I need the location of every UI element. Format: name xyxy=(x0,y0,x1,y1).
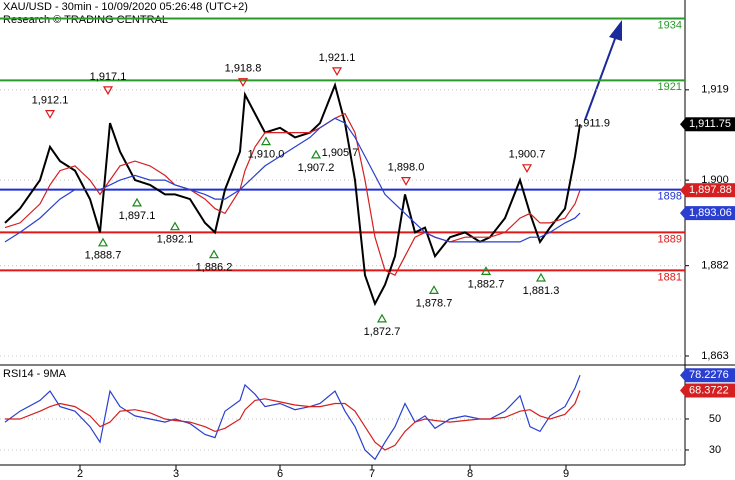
projection-arrowhead xyxy=(609,20,622,41)
high-label: 1,921.1 xyxy=(319,52,356,64)
last-value-pointer xyxy=(680,183,686,198)
level-label: 1934 xyxy=(658,19,682,31)
low-label: 1,897.1 xyxy=(119,210,156,222)
last-value-label: 1,911.75 xyxy=(689,118,731,130)
x-tick-label: 8 xyxy=(467,468,473,480)
x-tick-label: 9 xyxy=(563,468,569,480)
low-marker xyxy=(169,221,181,231)
high-label: 1,898.0 xyxy=(388,162,425,174)
last-value-pointer xyxy=(680,383,686,398)
level-label: 1921 xyxy=(658,81,682,93)
note-label: 1,911.9 xyxy=(574,117,610,129)
x-tick-label: 2 xyxy=(77,468,83,480)
last-value-label: 78.2276 xyxy=(689,369,729,381)
low-marker xyxy=(376,313,388,323)
low-label: 1,878.7 xyxy=(416,297,453,309)
level-label: 1898 xyxy=(658,191,682,203)
level-label: 1889 xyxy=(658,233,682,245)
high-label: 1,918.8 xyxy=(225,63,262,75)
last-value-label: 1,893.06 xyxy=(689,207,732,219)
low-marker xyxy=(310,149,322,159)
low-marker xyxy=(208,249,220,259)
y-tick-label: 50 xyxy=(709,413,721,425)
last-value-label: 68.3722 xyxy=(689,384,729,396)
chart-title: XAU/USD - 30min - 10/09/2020 05:26:48 (U… xyxy=(3,1,248,13)
x-tick-label: 7 xyxy=(369,468,375,480)
last-value-pointer xyxy=(680,206,686,221)
low-marker xyxy=(260,136,272,146)
low-label: 1,872.7 xyxy=(364,326,401,338)
rsi-title: RSI14 - 9MA xyxy=(3,368,67,380)
high-marker xyxy=(400,177,412,186)
low-label: 1,882.7 xyxy=(468,278,505,290)
low-marker xyxy=(131,197,143,207)
series-line xyxy=(4,117,581,243)
high-marker xyxy=(331,67,343,77)
low-label: 1,888.7 xyxy=(85,250,122,262)
high-label: 1,900.7 xyxy=(509,149,546,161)
last-value-box xyxy=(686,368,735,383)
note-label: 1,905.7 xyxy=(322,147,359,159)
last-value-box xyxy=(686,183,735,198)
high-marker xyxy=(521,164,533,174)
level-label: 1881 xyxy=(658,271,682,283)
y-tick-label: 1,900 xyxy=(701,174,729,186)
low-label: 1,907.2 xyxy=(298,162,335,174)
last-value-label: 1,897.88 xyxy=(689,184,732,196)
high-marker xyxy=(102,86,114,96)
projection-arrow xyxy=(584,35,617,121)
y-tick-label: 1,919 xyxy=(701,84,729,96)
high-marker xyxy=(44,110,56,119)
series-line xyxy=(4,112,581,276)
low-marker xyxy=(97,237,109,247)
last-value-box xyxy=(686,206,735,221)
x-tick-label: 6 xyxy=(277,468,283,480)
last-value-box xyxy=(686,383,735,398)
y-tick-label: 1,882 xyxy=(701,260,729,272)
x-tick-label: 3 xyxy=(173,468,179,480)
low-marker xyxy=(428,285,440,294)
y-tick-label: 30 xyxy=(709,444,721,456)
last-value-box xyxy=(686,117,735,132)
low-marker xyxy=(535,272,547,282)
high-label: 1,912.1 xyxy=(32,95,69,107)
low-label: 1,881.3 xyxy=(523,285,560,297)
low-label: 1,910.0 xyxy=(248,149,285,161)
low-label: 1,886.2 xyxy=(196,262,233,274)
chart-subtitle: Research © TRADING CENTRAL xyxy=(3,14,168,26)
y-tick-label: 1,863 xyxy=(701,350,729,362)
high-marker xyxy=(237,78,249,87)
high-label: 1,917.1 xyxy=(90,71,127,83)
low-label: 1,892.1 xyxy=(157,234,194,246)
last-value-pointer xyxy=(680,368,686,383)
last-value-pointer xyxy=(680,117,686,132)
series-line xyxy=(5,390,581,451)
low-marker xyxy=(480,266,492,275)
